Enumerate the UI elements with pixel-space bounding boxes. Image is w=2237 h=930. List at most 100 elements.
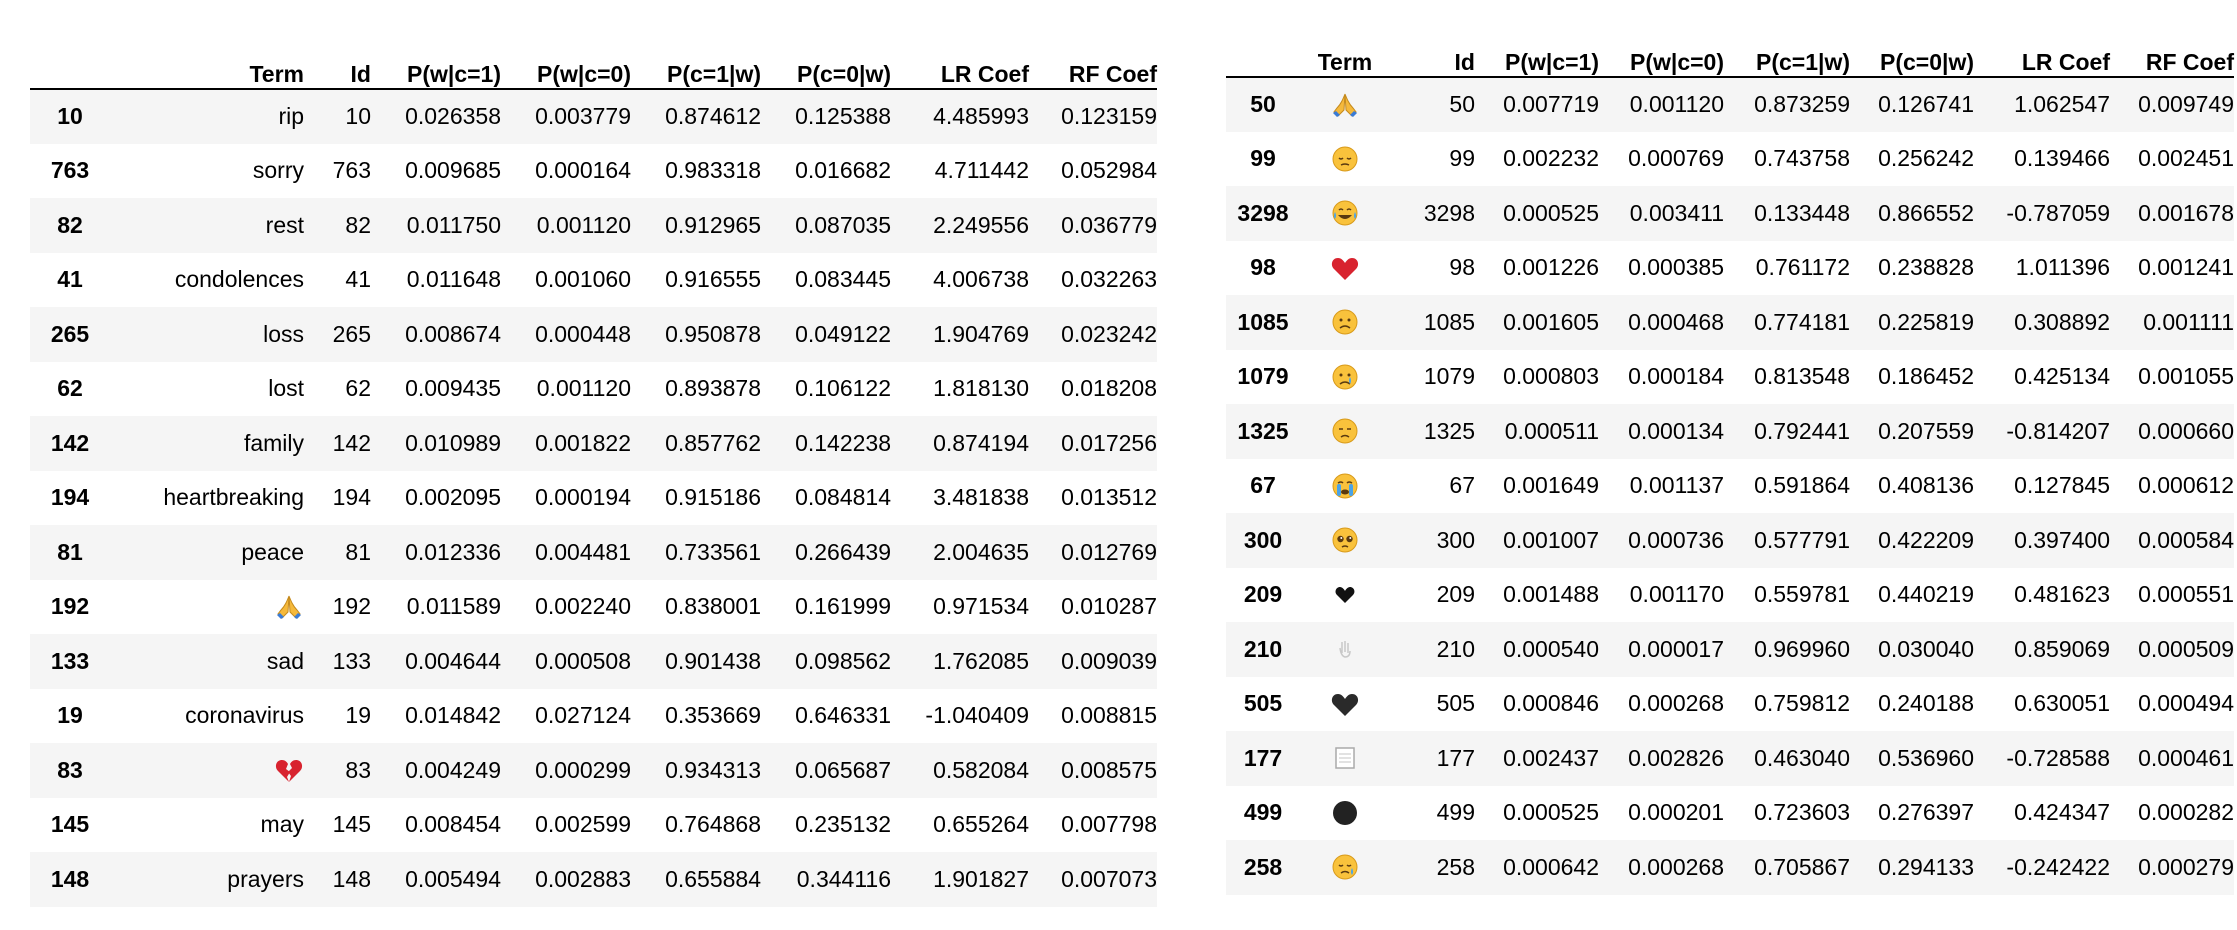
table-row: 148 prayers 148 0.005494 0.002883 0.655884 0.3…	[30, 852, 1157, 907]
id-cell: 194	[332, 484, 371, 511]
p-w-given-c0-cell: 0.000299	[535, 756, 631, 783]
p-c0-given-w-cell: 0.084814	[795, 484, 891, 511]
p-c0-given-w-cell: 0.266439	[795, 538, 891, 565]
table-row: 210 210 0.000540 0.000017 0.969960 0.030040 0.…	[1226, 622, 2234, 677]
p-c1-given-w-cell: 0.893878	[665, 375, 761, 402]
p-w-given-c0-cell: 0.000134	[1628, 417, 1724, 444]
p-c1-given-w-cell: 0.655884	[665, 865, 761, 892]
p-w-given-c1-cell: 0.002095	[405, 484, 501, 511]
lr-coef-cell: -0.787059	[2006, 199, 2110, 226]
p-w-given-c1-cell: 0.004644	[405, 647, 501, 674]
p-c1-given-w-cell: 0.838001	[665, 593, 761, 620]
table-row: 83 83 0.004249 0.000299 0.934313 0.065687 0.58…	[30, 743, 1157, 798]
lr-coef-cell: 4.485993	[933, 103, 1029, 130]
table-row: 499 499 0.000525 0.000201 0.723603 0.276397 0.…	[1226, 786, 2234, 841]
term-cell: sad	[266, 647, 304, 674]
p-c0-given-w-cell: 0.866552	[1878, 199, 1974, 226]
term-cell	[1300, 132, 1390, 187]
pensive-face-icon	[1330, 144, 1360, 174]
id-cell: 81	[345, 538, 371, 565]
lr-coef-cell: 1.904769	[933, 320, 1029, 347]
p-w-given-c1-cell: 0.009685	[405, 157, 501, 184]
red-heart-icon	[1330, 253, 1360, 283]
row-index: 499	[1243, 799, 1283, 826]
table-row: 99 99 0.002232 0.000769 0.743758 0.256242 0.13…	[1226, 132, 2234, 187]
rf-coef-cell: 0.000282	[2138, 799, 2234, 826]
p-c0-given-w-cell: 0.408136	[1878, 472, 1974, 499]
p-w-given-c0-cell: 0.000268	[1628, 690, 1724, 717]
p-w-given-c1-cell: 0.001007	[1503, 526, 1599, 553]
p-c0-given-w-cell: 0.344116	[796, 865, 891, 892]
header-p-w-c0: P(w|c=0)	[1599, 27, 1724, 78]
lr-coef-cell: 0.874194	[933, 429, 1029, 456]
p-c0-given-w-cell: 0.646331	[795, 702, 891, 729]
p-c1-given-w-cell: 0.705867	[1754, 853, 1850, 880]
left-results-table: Term Id P(w|c=1) P(w|c=0) P(c=1|w) P(c=0|w) LR…	[30, 35, 1157, 907]
lr-coef-cell: 1.818130	[933, 375, 1029, 402]
row-index: 98	[1250, 254, 1276, 281]
term-cell	[1300, 513, 1390, 568]
id-cell: 763	[332, 157, 371, 184]
p-w-given-c1-cell: 0.002232	[1503, 145, 1599, 172]
table-header-row: Term Id P(w|c=1) P(w|c=0) P(c=1|w) P(c=0|w) LR…	[1226, 27, 2234, 78]
table-row: 1079 1079 0.000803 0.000184 0.813548 0.186452…	[1226, 350, 2234, 405]
lr-coef-cell: -0.728588	[2006, 744, 2110, 771]
table-row: 258 258 0.000642 0.000268 0.705867 0.294133 -0…	[1226, 840, 2234, 895]
missing-glyph-box-icon	[1330, 743, 1360, 773]
p-w-given-c0-cell: 0.002826	[1628, 744, 1724, 771]
p-w-given-c1-cell: 0.005494	[405, 865, 501, 892]
row-index: 81	[57, 538, 83, 565]
p-c1-given-w-cell: 0.792441	[1754, 417, 1850, 444]
table-row: 62 lost 62 0.009435 0.001120 0.893878 0.106122…	[30, 362, 1157, 417]
rf-coef-cell: 0.017256	[1061, 429, 1157, 456]
id-cell: 177	[1436, 744, 1475, 771]
black-heart-icon	[1330, 689, 1360, 719]
p-w-given-c0-cell: 0.000468	[1628, 308, 1724, 335]
p-c0-given-w-cell: 0.125388	[795, 103, 891, 130]
header-p-w-c1: P(w|c=1)	[371, 35, 501, 90]
p-c0-given-w-cell: 0.536960	[1878, 744, 1974, 771]
p-c0-given-w-cell: 0.422209	[1878, 526, 1974, 553]
row-index: 177	[1243, 744, 1283, 771]
lr-coef-cell: 1.762085	[933, 647, 1029, 674]
p-c0-given-w-cell: 0.276397	[1878, 799, 1974, 826]
table-row: 265 loss 265 0.008674 0.000448 0.950878 0.0491…	[30, 307, 1157, 362]
table-row: 67 67 0.001649 0.001137 0.591864 0.408136 0.12…	[1226, 459, 2234, 514]
rf-coef-cell: 0.002451	[2138, 145, 2234, 172]
lr-coef-cell: 0.424347	[2014, 799, 2110, 826]
id-cell: 505	[1436, 690, 1475, 717]
id-cell: 1085	[1423, 308, 1475, 335]
term-cell	[1300, 568, 1390, 623]
p-w-given-c1-cell: 0.000803	[1503, 363, 1599, 390]
p-w-given-c1-cell: 0.008674	[405, 320, 501, 347]
id-cell: 98	[1449, 254, 1475, 281]
term-cell: family	[243, 429, 304, 456]
p-w-given-c0-cell: 0.002599	[535, 811, 631, 838]
p-c0-given-w-cell: 0.440219	[1878, 581, 1974, 608]
table-row: 98 98 0.001226 0.000385 0.761172 0.238828 1.01…	[1226, 241, 2234, 296]
table-row: 505 505 0.000846 0.000268 0.759812 0.240188 0.…	[1226, 677, 2234, 732]
black-circle-icon	[1330, 798, 1360, 828]
p-w-given-c1-cell: 0.009435	[405, 375, 501, 402]
row-index: 41	[57, 266, 83, 293]
row-index: 194	[50, 484, 90, 511]
p-c0-given-w-cell: 0.294133	[1878, 853, 1974, 880]
p-w-given-c0-cell: 0.000385	[1628, 254, 1724, 281]
row-index: 142	[50, 429, 90, 456]
p-w-given-c0-cell: 0.000017	[1628, 635, 1724, 662]
rf-coef-cell: 0.000509	[2138, 635, 2234, 662]
p-w-given-c1-cell: 0.011648	[406, 266, 501, 293]
table-row: 50 50 0.007719 0.001120 0.873259 0.126741 1.06…	[1226, 77, 2234, 132]
lr-coef-cell: 2.249556	[933, 211, 1029, 238]
term-cell: condolences	[174, 266, 304, 293]
rf-coef-cell: 0.001055	[2138, 363, 2234, 390]
p-w-given-c1-cell: 0.000525	[1503, 799, 1599, 826]
term-cell	[1300, 77, 1390, 132]
table-row: 19 coronavirus 19 0.014842 0.027124 0.353669 0…	[30, 689, 1157, 744]
p-c1-given-w-cell: 0.761172	[1755, 254, 1850, 281]
rf-coef-cell: 0.007073	[1061, 865, 1157, 892]
p-w-given-c1-cell: 0.012336	[405, 538, 501, 565]
p-w-given-c0-cell: 0.001060	[535, 266, 631, 293]
p-c0-given-w-cell: 0.161999	[795, 593, 891, 620]
p-w-given-c1-cell: 0.000642	[1503, 853, 1599, 880]
